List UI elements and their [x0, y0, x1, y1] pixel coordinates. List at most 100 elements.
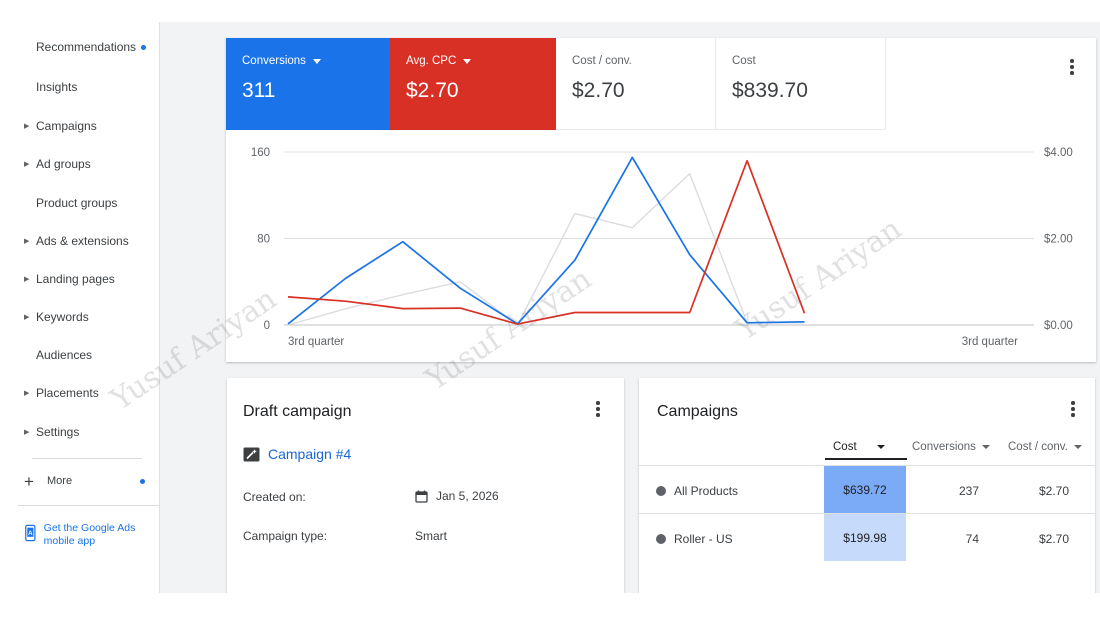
table-divider	[639, 465, 1095, 466]
created-on-label: Created on:	[243, 490, 306, 504]
sidebar-item-product-groups[interactable]: Product groups	[18, 184, 160, 222]
column-header-cost-per-conv[interactable]: Cost / conv.	[1008, 441, 1082, 453]
app-window: Recommendations Insights ▶ Campaigns ▶ A…	[18, 22, 1100, 593]
sidebar-item-label: Settings	[36, 425, 80, 439]
chart-series	[287, 156, 806, 326]
sidebar-item-label: Ads & extensions	[36, 234, 129, 248]
sidebar-item-label: More	[47, 475, 73, 487]
series-line	[287, 156, 805, 325]
chart-labels: 160 $4.00 80 $2.00 0 $0.00 3rd quarter 3rd quar…	[251, 147, 1073, 348]
expand-caret-icon: ▶	[24, 123, 30, 130]
svg-text:A: A	[28, 530, 33, 537]
campaign-name-cell: All Products	[674, 484, 739, 498]
sidebar-divider	[32, 458, 142, 459]
expand-caret-icon: ▶	[24, 161, 30, 168]
plus-icon: +	[24, 471, 34, 491]
magic-wand-icon	[243, 447, 260, 461]
metric-value: $2.70	[572, 79, 625, 102]
sidebar-item-label: Recommendations	[36, 40, 137, 54]
sidebar-item-label: Keywords	[36, 310, 89, 324]
expand-caret-icon: ▶	[24, 390, 30, 397]
sidebar-item-label: Placements	[36, 386, 99, 400]
cost-cell: $639.72	[824, 466, 906, 513]
more-options-icon[interactable]	[1063, 56, 1081, 78]
metric-value: $839.70	[732, 79, 808, 102]
sidebar-item-campaigns[interactable]: ▶ Campaigns	[18, 107, 160, 145]
campaign-type-value: Smart	[415, 529, 448, 543]
series-line	[287, 172, 805, 326]
cost-per-conv-cell: $2.70	[1038, 484, 1069, 498]
mobile-app-link[interactable]: A Get the Google Ads mobile app	[25, 522, 155, 556]
conversions-cell: 74	[965, 532, 979, 546]
campaign-name: Campaign #4	[268, 446, 352, 462]
sidebar-item-insights[interactable]: Insights	[18, 68, 160, 106]
sidebar-item-label: Insights	[36, 80, 78, 94]
status-dot	[656, 534, 666, 544]
y-right-tick-label: $2.00	[1044, 234, 1073, 246]
sidebar-item-label: Ad groups	[36, 157, 91, 171]
metric-label: Conversions	[242, 55, 306, 67]
created-on-value: Jan 5, 2026	[415, 489, 499, 503]
performance-chart-card: Conversions 311 Avg. CPC $2.70 Cost / co…	[226, 38, 1096, 362]
cost-per-conv-cell: $2.70	[1038, 532, 1069, 546]
cost-cell: $199.98	[824, 514, 906, 561]
expand-caret-icon: ▶	[24, 314, 30, 321]
sort-arrow-icon	[1073, 445, 1082, 449]
sidebar-item-more[interactable]: + More	[18, 462, 160, 500]
sidebar-item-label: Campaigns	[36, 119, 97, 133]
x-tick-label: 3rd quarter	[962, 336, 1018, 348]
x-tick-label: 3rd quarter	[288, 336, 344, 348]
column-header-label: Cost / conv.	[1008, 441, 1068, 453]
expand-caret-icon: ▶	[24, 238, 30, 245]
sidebar-item-ad-groups[interactable]: ▶ Ad groups	[18, 145, 160, 183]
more-options-icon[interactable]	[1064, 398, 1082, 420]
sidebar-item-landing-pages[interactable]: ▶ Landing pages	[18, 260, 160, 298]
sort-arrow-icon	[876, 445, 885, 449]
y-left-tick-label: 80	[257, 234, 270, 246]
expand-caret-icon: ▶	[24, 276, 30, 283]
column-header-cost[interactable]: Cost	[825, 441, 907, 460]
expand-caret-icon: ▶	[24, 429, 30, 436]
sidebar-item-audiences[interactable]: Audiences	[18, 336, 160, 374]
sidebar-item-keywords[interactable]: ▶ Keywords	[18, 298, 160, 336]
status-dot	[656, 486, 666, 496]
card-title: Draft campaign	[243, 403, 352, 420]
campaign-type-label: Campaign type:	[243, 529, 328, 543]
campaigns-card: Campaigns Cost Conversions Cost / conv. …	[639, 378, 1095, 593]
metric-cost-per-conv[interactable]: Cost / conv. $2.70	[556, 38, 716, 130]
metric-avg-cpc[interactable]: Avg. CPC $2.70	[390, 38, 556, 130]
metric-label: Avg. CPC	[406, 55, 457, 67]
y-right-tick-label: $0.00	[1044, 320, 1073, 332]
campaign-link[interactable]: Campaign #4	[243, 446, 351, 462]
conversions-cell: 237	[958, 484, 979, 498]
metric-value: 311	[242, 79, 276, 102]
more-options-icon[interactable]	[589, 398, 607, 420]
series-line	[287, 159, 806, 325]
line-chart: 160 $4.00 80 $2.00 0 $0.00 3rd quarter 3rd quar…	[251, 147, 1073, 348]
column-header-conversions[interactable]: Conversions	[912, 441, 990, 453]
mobile-app-label: Get the Google Ads mobile app	[43, 522, 136, 547]
metric-conversions[interactable]: Conversions 311	[226, 38, 390, 130]
dropdown-arrow-icon	[312, 58, 321, 64]
sidebar-item-label: Audiences	[36, 348, 93, 362]
notification-dot	[140, 478, 145, 484]
sidebar-item-settings[interactable]: ▶ Settings	[18, 413, 160, 451]
card-title: Campaigns	[657, 403, 738, 420]
phone-icon: A	[25, 524, 36, 542]
calendar-icon	[415, 490, 428, 503]
metric-value: $2.70	[406, 79, 459, 102]
y-left-tick-label: 0	[264, 320, 270, 332]
sidebar-item-placements[interactable]: ▶ Placements	[18, 374, 160, 412]
metric-cost[interactable]: Cost $839.70	[716, 38, 886, 130]
table-row[interactable]: Roller - US $199.98 74 $2.70	[639, 514, 1095, 561]
y-right-tick-label: $4.00	[1044, 147, 1073, 159]
sidebar-item-label: Landing pages	[36, 272, 115, 286]
column-header-label: Cost	[833, 441, 857, 453]
sidebar-divider	[18, 505, 160, 506]
y-left-tick-label: 160	[251, 147, 270, 159]
sidebar-item-recommendations[interactable]: Recommendations	[18, 28, 160, 66]
chart-grid	[284, 151, 1034, 326]
sidebar-item-ads-extensions[interactable]: ▶ Ads & extensions	[18, 222, 160, 260]
column-header-label: Conversions	[912, 441, 976, 453]
table-row[interactable]: All Products $639.72 237 $2.70	[639, 466, 1095, 513]
